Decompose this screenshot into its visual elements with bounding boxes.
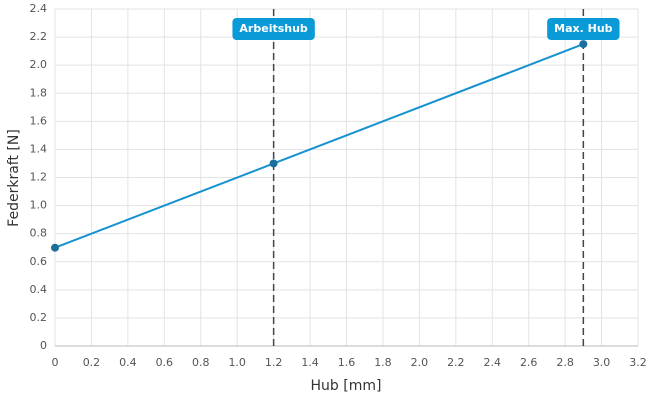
y-tick-label: 1.6 (30, 114, 48, 127)
data-point (51, 243, 59, 252)
x-tick-label: 0.6 (156, 356, 174, 369)
x-tick-label: 1.2 (265, 356, 283, 369)
x-tick-label: 2.0 (411, 356, 429, 369)
x-tick-label: 1.6 (338, 356, 356, 369)
annotation-box (547, 18, 620, 40)
x-axis-title: Hub [mm] (311, 378, 382, 394)
y-tick-label: 0.6 (30, 255, 48, 268)
y-axis-title: Federkraft [N] (6, 129, 22, 227)
x-tick-label: 0.2 (83, 356, 101, 369)
grid (54, 8, 639, 347)
x-tick-label: 2.2 (447, 356, 465, 369)
x-tick-label: 1.8 (374, 356, 392, 369)
x-tick-label: 2.4 (484, 356, 502, 369)
y-tick-label: 0.8 (30, 227, 48, 240)
x-tick-label: 0.8 (192, 356, 210, 369)
data-point (269, 159, 278, 168)
y-tick-label: 1.8 (30, 86, 48, 99)
y-tick-label: 0 (40, 339, 47, 352)
y-tick-label: 2.0 (30, 58, 48, 71)
y-tick-label: 1.0 (30, 199, 48, 212)
x-tick-label: 2.6 (520, 356, 538, 369)
annotation-label: Arbeitshub (239, 22, 308, 35)
y-tick-label: 2.4 (30, 2, 48, 15)
y-tick-label: 0.4 (30, 283, 48, 296)
annotation-box (232, 18, 315, 40)
x-tick-label: 3.2 (629, 356, 647, 369)
x-tick-label: 0 (52, 356, 59, 369)
y-tick-label: 2.2 (30, 30, 48, 43)
annotation-label: Max. Hub (554, 22, 613, 35)
x-tick-label: 3.0 (593, 356, 611, 369)
x-tick-label: 0.4 (119, 356, 137, 369)
y-tick-label: 0.2 (30, 311, 48, 324)
data-point (579, 40, 588, 49)
series-line (54, 43, 584, 249)
y-tick-label: 1.2 (30, 171, 48, 184)
x-tick-label: 2.8 (556, 356, 574, 369)
x-tick-label: 1.0 (228, 356, 246, 369)
y-tick-label: 1.4 (30, 142, 48, 155)
x-tick-label: 1.4 (301, 356, 319, 369)
